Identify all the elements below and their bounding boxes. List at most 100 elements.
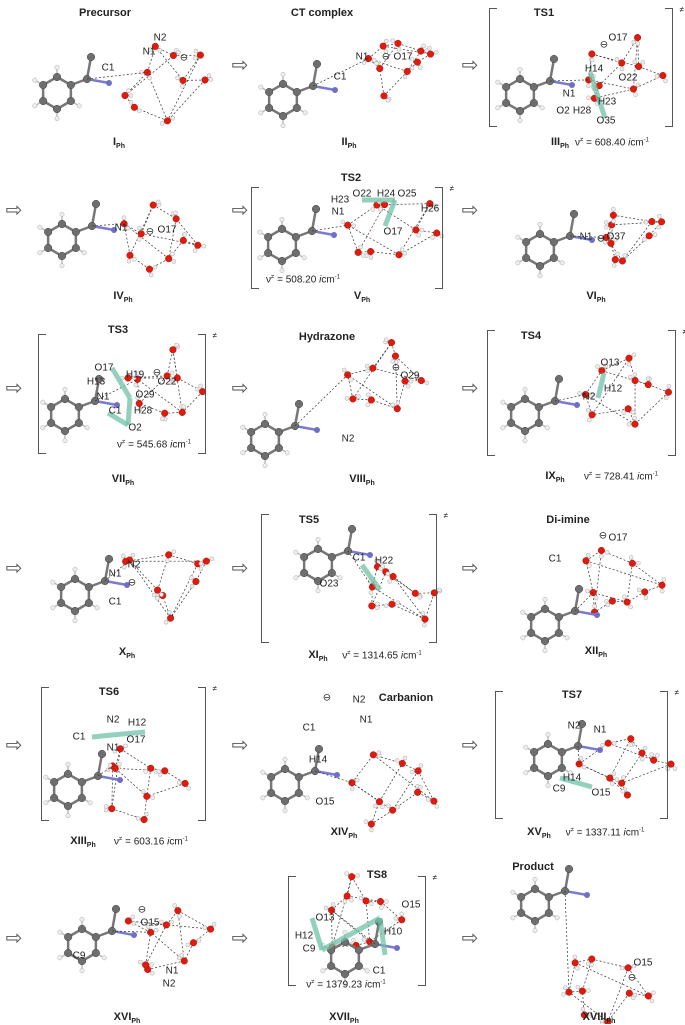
hydrogen-atom [561,992,565,996]
hydrogen-atom [538,273,542,277]
anion-charge-icon: ⊖ [323,693,331,704]
hydrogen-atom [58,930,62,934]
oxygen-atom [427,51,434,58]
atom-label: N2 [154,33,167,44]
oxygen-atom [417,48,424,55]
unit-exponent: -1 [183,836,188,842]
atom-label: N2 [163,979,176,990]
hydrogen-atom [209,77,213,81]
anion-charge-icon: ⊖ [628,973,636,984]
hydrogen-atom [177,914,181,918]
oxygen-atom [415,768,422,775]
hydrogen-atom [653,233,657,237]
oxygen-atom [598,547,605,554]
oxygen-atom [414,789,421,796]
hydrogen-atom [622,595,626,599]
hydrogen-atom [403,75,407,79]
hydrogen-atom [604,599,608,603]
carbon-atom [279,112,287,120]
atom-label: H28 [134,406,152,417]
hydrogen-bond [171,564,198,618]
hydrogen-atom [199,562,203,566]
hydrogen-atom [576,985,580,989]
oxygen-atom [431,798,438,805]
frequency-value: 603.16 [134,837,165,848]
hydrogen-atom [342,368,346,372]
hydrogen-atom [365,369,369,373]
label-roman: VIII [349,473,366,485]
hydrogen-atom [366,393,370,397]
frequency-value: 545.68 [137,440,168,451]
hydrogen-atom [212,922,216,926]
hydrogen-atom [590,963,594,967]
unit: cm [630,138,643,149]
equals: = [315,980,326,991]
structure-title: Di-imine [546,514,589,526]
right-bracket [665,8,673,127]
atom-label: H14 [563,773,581,784]
imaginary-frequency: ν≠ = 603.16 icm-1 [114,836,188,847]
oxygen-atom [641,589,648,596]
atom-label: O29 [401,371,420,382]
hydrogen-atom [150,963,154,967]
hydrogen-bond [373,343,392,369]
hydrogen-atom [662,577,666,581]
label-roman: XVI [114,1011,132,1023]
hydrogen-atom [129,100,133,104]
hydrogen-atom [202,244,206,248]
hydrogen-atom [33,78,37,82]
hydrogen-atom [183,233,187,237]
hydrogen-atom [203,926,207,930]
oxygen-atom [646,232,653,239]
hydrogen-atom [194,49,198,53]
hydrogen-atom [152,593,156,597]
hydrogen-atom [177,956,181,960]
carbon-atom [522,254,530,262]
anion-charge-icon: ⊖ [597,234,605,245]
oxygen-atom [404,68,411,75]
left-bracket [41,687,49,821]
atom-label: O13 [601,358,620,369]
hydrogen-atom [95,606,99,610]
atom-label: O15 [402,900,421,911]
reaction-arrow-icon: ⇨ [462,198,479,223]
oxygen-atom [612,256,619,263]
hydrogen-atom [138,960,142,964]
atom-label: O23 [320,579,339,590]
oxygen-atom [380,43,387,50]
oxygen-atom [125,918,132,925]
hydrogen-atom [283,757,287,761]
oxygen-atom [629,560,636,567]
atom-label: H13 [87,377,105,388]
carbon-atom [536,230,544,238]
oxygen-atom [572,960,579,967]
atom-label: C9 [303,944,316,955]
hydrogen-atom [160,121,164,125]
oxygen-atom [370,365,377,372]
anion-charge-icon: ⊖ [146,227,154,238]
hydrogen-atom [189,576,193,580]
hydrogen-atom [197,939,201,943]
hydrogen-atom [369,828,373,832]
hydrogen-atom [51,580,55,584]
carbon-atom [92,200,100,208]
carbon-atom [281,765,289,773]
label-subscript: Ph [116,143,125,150]
oxygen-atom [173,215,180,222]
oxygen-atom [619,258,626,265]
hydrogen-atom [165,559,169,563]
label-roman: XVIII [583,1011,607,1023]
carbon-atom [261,452,269,460]
atom-label: H24 [377,189,395,200]
hydrogen-atom [263,412,267,416]
ts-mark: ≠ [433,873,437,882]
hydrogen-atom [633,993,637,997]
hydrogen-atom [139,70,143,74]
transition-state-bracket: ≠ [42,688,205,820]
hydrogen-atom [137,237,141,241]
hydrogen-atom [380,805,384,809]
imaginary-frequency: ν≠ = 1337.11 icm-1 [566,827,645,838]
label-roman: XII [585,645,598,657]
carbon-atom [85,599,93,607]
